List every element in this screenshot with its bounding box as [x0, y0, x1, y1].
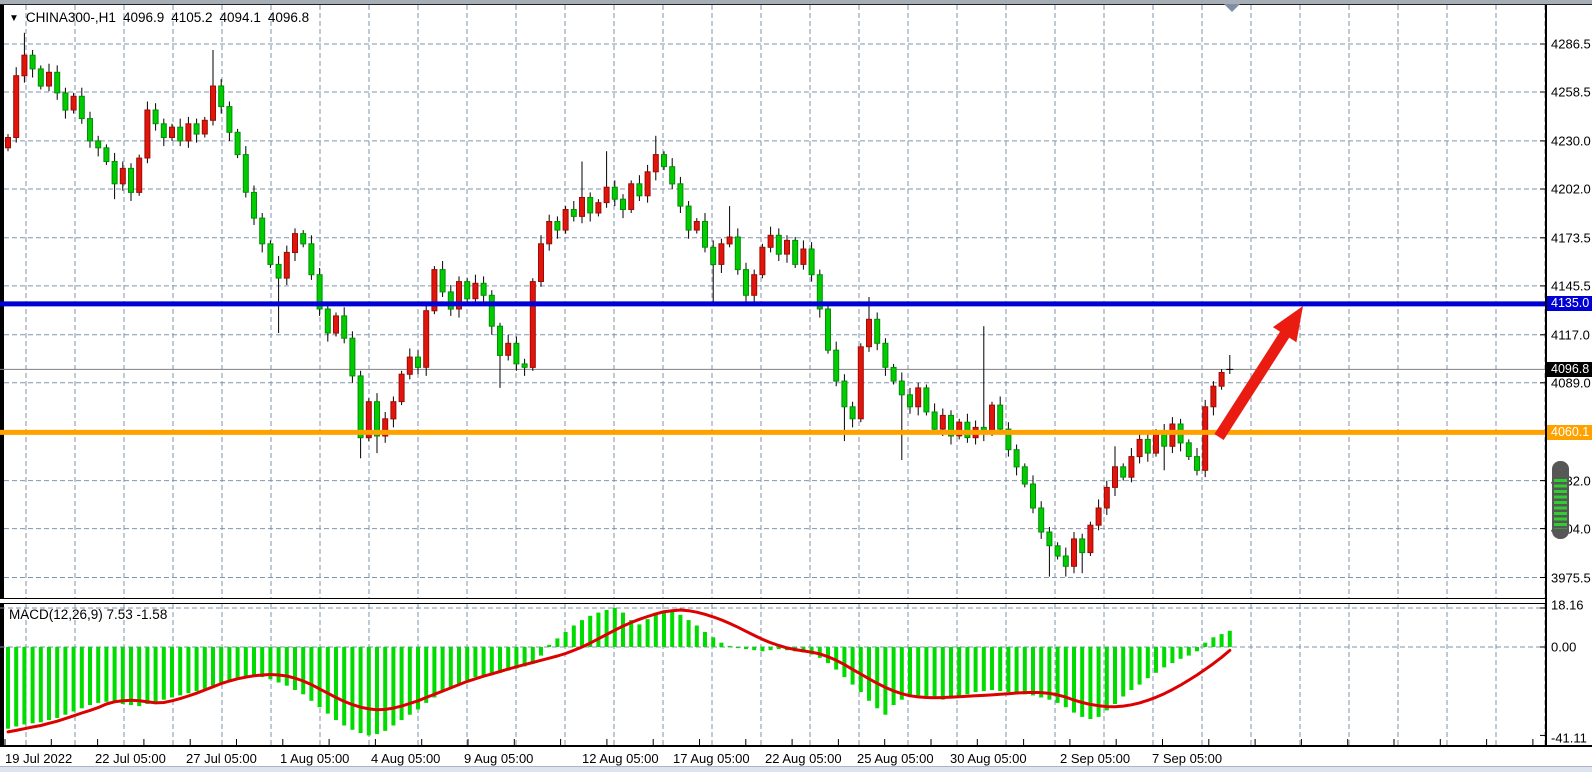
ohlc-high: 4105.2: [171, 10, 213, 25]
candles-layer[interactable]: [5, 32, 1234, 577]
macd-grid-layer: [0, 604, 1546, 745]
bid-price-tag: 4096.8: [1547, 361, 1592, 377]
resistance-line-price-tag: 4135.0: [1547, 296, 1592, 312]
macd-scale-max: 18.16: [1551, 597, 1584, 613]
price-axis-label: 4286.5: [1551, 36, 1591, 52]
macd-scale-zero: 0.00: [1551, 639, 1577, 655]
ohlc-low: 4094.1: [219, 10, 261, 25]
ohlc-close: 4096.8: [267, 10, 310, 25]
price-axis-label: 4117.0: [1551, 327, 1590, 343]
macd-histogram: [6, 607, 1232, 736]
panel-splitter[interactable]: [0, 598, 1546, 604]
price-axis-label: 3975.5: [1551, 570, 1591, 585]
price-axis-label: 4230.0: [1551, 133, 1591, 149]
chart-shift-marker-icon[interactable]: [1224, 4, 1240, 12]
chart-title-overlay: ▼ CHINA300-,H1 4096.9 4105.2 4094.1 4096.8: [9, 10, 309, 25]
symbol-dropdown-icon[interactable]: ▼: [9, 13, 19, 24]
support-line-price-tag: 4060.1: [1547, 424, 1592, 440]
price-axis-label: 4173.5: [1551, 230, 1591, 246]
scrollbar-thumb[interactable]: [1552, 461, 1569, 539]
macd-scale-min: -41.11: [1551, 730, 1587, 746]
main-chart-canvas[interactable]: [0, 5, 1546, 598]
macd-indicator-label: MACD(12,26,9) 7.53 -1.58: [9, 607, 168, 622]
window-bottom-edge: [0, 766, 1592, 772]
price-axis-label: 4202.0: [1551, 181, 1591, 197]
price-axis-label: 4145.5: [1551, 278, 1591, 294]
price-axis-border: [1545, 5, 1547, 766]
window-left-edge: [0, 5, 4, 766]
macd-indicator-canvas[interactable]: [0, 604, 1546, 745]
scrollbar-thumb-stripes: [1554, 479, 1567, 529]
time-axis[interactable]: [0, 745, 1592, 766]
trend-arrow-annotation[interactable]: [1214, 306, 1303, 440]
window-top-edge: [0, 0, 1592, 5]
price-axis-label: 4089.0: [1551, 375, 1591, 391]
macd-signal-line: [6, 608, 1232, 734]
price-axis-label: 4258.5: [1551, 84, 1591, 100]
ohlc-open: 4096.9: [122, 10, 165, 25]
symbol-timeframe-label: CHINA300-,H1: [25, 10, 116, 25]
